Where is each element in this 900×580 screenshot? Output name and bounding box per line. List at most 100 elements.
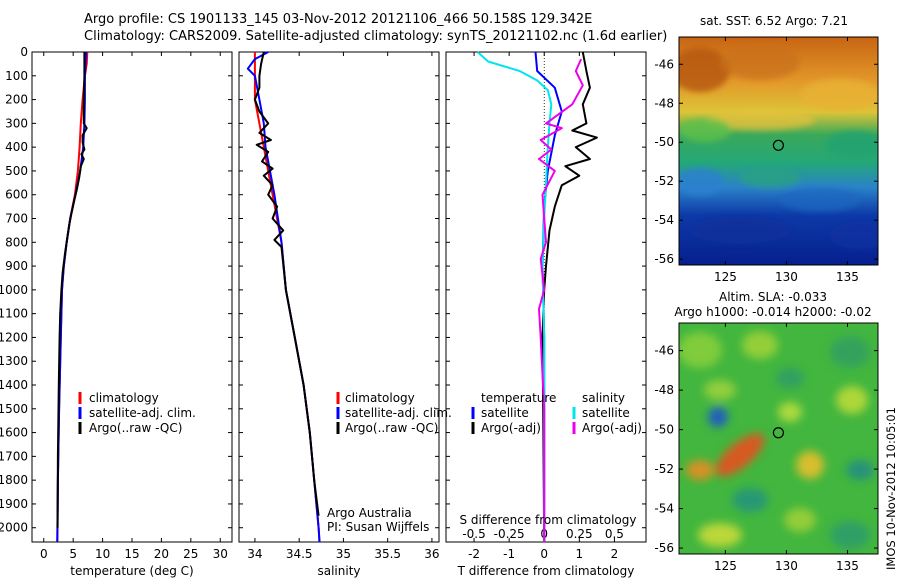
- depth-tick-label: 700: [5, 212, 28, 226]
- sst-map-axes: 125 130 135 -46 -48 -50 -52 -54 -56: [654, 37, 878, 284]
- legend-label-argo: Argo(..raw -QC): [345, 421, 438, 435]
- figure-title-line-2: Climatology: CARS2009. Satellite-adjuste…: [84, 29, 668, 44]
- depth-tick-label: 400: [5, 140, 28, 154]
- temperature-plot-area: [31, 51, 233, 543]
- depth-tick-label: 500: [5, 164, 28, 178]
- sla-map-title-line-1: Altim. SLA: -0.033: [719, 290, 827, 304]
- legend-title-salinity: salinity: [582, 391, 625, 405]
- legend-label-t-argo: Argo(-adj): [481, 421, 541, 435]
- difference-plot-area: [445, 51, 647, 543]
- x-tick-label: 35.5: [374, 547, 401, 561]
- x-tick-label: 20: [154, 547, 169, 561]
- s-difference-axis-label: S difference from climatology: [460, 513, 637, 527]
- x-tick-label: -1: [503, 547, 515, 561]
- sst-heatmap: [679, 37, 878, 265]
- depth-tick-label: 1600: [0, 426, 28, 440]
- legend-label-argo: Argo(..raw -QC): [89, 421, 182, 435]
- map-lat-label: -52: [654, 462, 674, 476]
- series-line-salinity-argo-adj: [538, 58, 584, 542]
- sst-map-frame: [678, 36, 879, 266]
- map-lat-label: -48: [654, 383, 674, 397]
- depth-tick-label: 1800: [0, 473, 28, 487]
- x-tick-label: 0.5: [605, 527, 624, 541]
- x-tick-label: 5: [69, 547, 77, 561]
- sla-heatmap: [679, 323, 878, 554]
- legend-label-satellite: satellite-adj. clim.: [345, 406, 452, 420]
- map-lat-label: -50: [654, 135, 674, 149]
- map-lat-label: -46: [654, 344, 674, 358]
- x-tick-label: 34.5: [286, 547, 313, 561]
- depth-tick-label: 800: [5, 235, 28, 249]
- figure-title-line-1: Argo profile: CS 1901133_145 03-Nov-2012…: [84, 12, 593, 27]
- depth-tick-label: 0: [20, 45, 28, 59]
- x-tick-label: 0: [540, 547, 548, 561]
- map-lon-label: 135: [836, 270, 859, 284]
- series-line-argo-raw-qc: [253, 51, 320, 516]
- annotation-pi-name: PI: Susan Wijffels: [327, 520, 429, 534]
- map-lat-label: -54: [654, 502, 674, 516]
- depth-tick-label: 1700: [0, 449, 28, 463]
- depth-tick-label: 300: [5, 116, 28, 130]
- map-lat-label: -46: [654, 57, 674, 71]
- argo-position-marker: [772, 427, 785, 439]
- sla-map-title-line-2: Argo h1000: -0.014 h2000: -0.02: [674, 305, 871, 319]
- salinity-axis-label: salinity: [317, 564, 360, 578]
- map-lon-label: 130: [775, 270, 798, 284]
- temperature-legend: climatology satellite-adj. clim. Argo(..…: [78, 391, 196, 435]
- map-lon-label: 125: [714, 559, 737, 573]
- salinity-plot-area: [238, 51, 440, 543]
- depth-tick-label: 1400: [0, 378, 28, 392]
- x-tick-label: 35: [336, 547, 351, 561]
- map-lon-label: 135: [836, 559, 859, 573]
- depth-tick-label: 1500: [0, 402, 28, 416]
- depth-tick-label: 2000: [0, 521, 28, 535]
- t-difference-axis-label: T difference from climatology: [457, 564, 635, 578]
- temperature-x-axis: 0 5 10 15 20 25 30: [40, 52, 228, 561]
- x-tick-label: 34: [247, 547, 262, 561]
- sst-map-title: sat. SST: 6.52 Argo: 7.21: [700, 14, 848, 28]
- legend-label-s-argo: Argo(-adj): [582, 421, 642, 435]
- map-lat-label: -48: [654, 96, 674, 110]
- depth-tick-label: 600: [5, 188, 28, 202]
- depth-tick-label: 1900: [0, 497, 28, 511]
- legend-label-s-satellite: satellite: [582, 406, 630, 420]
- depth-tick-label: 1300: [0, 354, 28, 368]
- legend-title-temperature: temperature: [481, 391, 556, 405]
- series-line-argo-raw-qc: [56, 52, 88, 528]
- x-tick-label: 10: [95, 547, 110, 561]
- x-tick-label: 0.25: [566, 527, 593, 541]
- map-lat-label: -56: [654, 541, 674, 555]
- depth-axis: 0 100 200 300 400 500 600 700 800 900 1000 1100 1200…: [0, 45, 646, 535]
- map-lat-label: -50: [654, 423, 674, 437]
- difference-legend: temperature satellite Argo(-adj) salinit…: [471, 391, 642, 435]
- x-tick-label: 0: [40, 547, 48, 561]
- x-tick-label: 36: [424, 547, 439, 561]
- argo-position-marker: [772, 139, 785, 151]
- x-tick-label: 30: [213, 547, 228, 561]
- salinity-x-axis: 34 34.5 35 35.5 36: [247, 52, 440, 561]
- depth-tick-label: 900: [5, 259, 28, 273]
- x-tick-label: -0.25: [494, 527, 525, 541]
- x-tick-label: 2: [611, 547, 619, 561]
- depth-tick-label: 100: [5, 69, 28, 83]
- profile-curves: [56, 51, 598, 543]
- x-tick-label: -0.5: [462, 527, 485, 541]
- depth-tick-label: 1000: [0, 283, 28, 297]
- legend-label-climatology: climatology: [345, 391, 415, 405]
- depth-tick-label: 1100: [0, 307, 28, 321]
- temperature-axis-label: temperature (deg C): [70, 564, 193, 578]
- x-tick-label: 15: [124, 547, 139, 561]
- map-lat-label: -54: [654, 213, 674, 227]
- salinity-legend: climatology satellite-adj. clim. Argo(..…: [336, 391, 452, 435]
- x-tick-label: 1: [576, 547, 584, 561]
- depth-tick-label: 200: [5, 93, 28, 107]
- annotation-argo-australia: Argo Australia: [327, 506, 412, 520]
- legend-label-t-satellite: satellite: [481, 406, 529, 420]
- legend-label-satellite: satellite-adj. clim.: [89, 406, 196, 420]
- legend-label-climatology: climatology: [89, 391, 159, 405]
- salinity-difference-axis: -0.5 -0.25 0 0.25 0.5: [462, 527, 624, 541]
- depth-tick-label: 1200: [0, 330, 28, 344]
- x-tick-label: -2: [468, 547, 480, 561]
- map-lat-label: -52: [654, 174, 674, 188]
- map-lon-label: 130: [775, 559, 798, 573]
